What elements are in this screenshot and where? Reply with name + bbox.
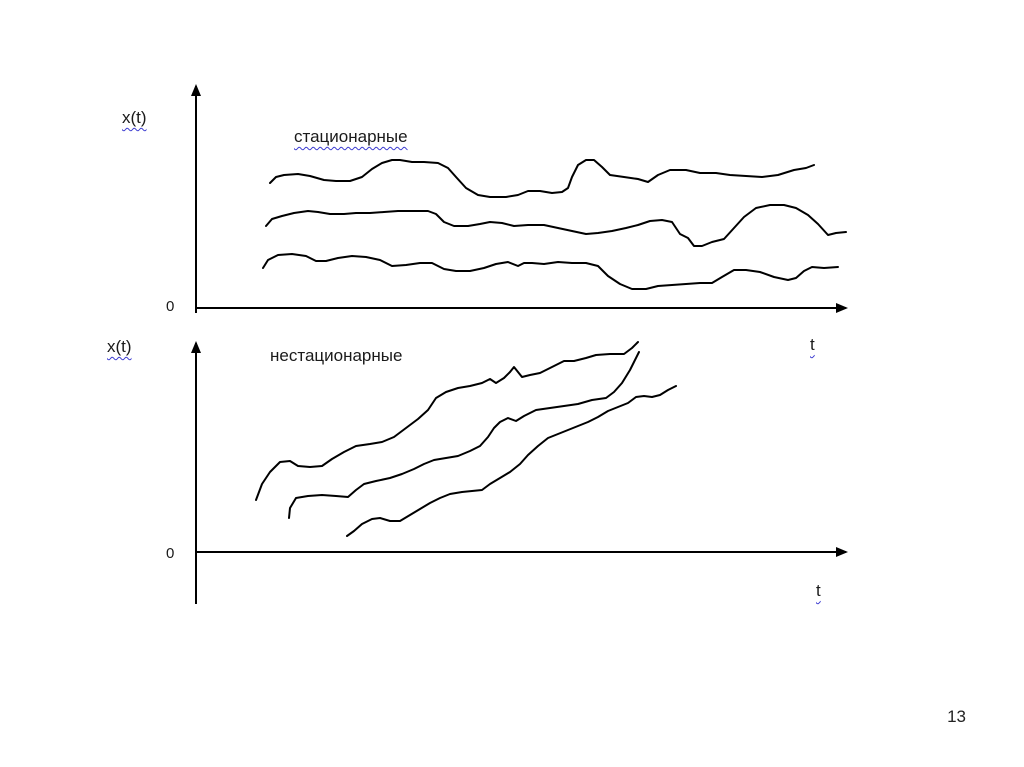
top-x-axis-label: t [810, 335, 815, 354]
bottom-panel-axes [191, 341, 848, 604]
stationary-curves [262, 159, 847, 290]
non-stationary-curve-2 [288, 351, 640, 519]
bottom-panel-title: нестационарные [270, 346, 403, 365]
page-number: 13 [947, 707, 966, 726]
non-stationary-curve-1 [255, 341, 639, 501]
bottom-y-axis-label: x(t) [107, 337, 132, 356]
top-panel-title: стационарные [294, 127, 408, 146]
stationary-curve-1 [269, 159, 815, 198]
top-panel-axes [191, 84, 848, 313]
top-y-axis-label: x(t) [122, 108, 147, 127]
top-origin-label: 0 [166, 298, 175, 315]
bottom-origin-label: 0 [166, 545, 175, 562]
stationary-curve-3 [262, 253, 839, 290]
non-stationary-curves [255, 341, 677, 537]
non-stationary-curve-3 [346, 385, 677, 537]
bottom-x-axis-label: t [816, 581, 821, 600]
stationary-curve-2 [265, 204, 847, 247]
